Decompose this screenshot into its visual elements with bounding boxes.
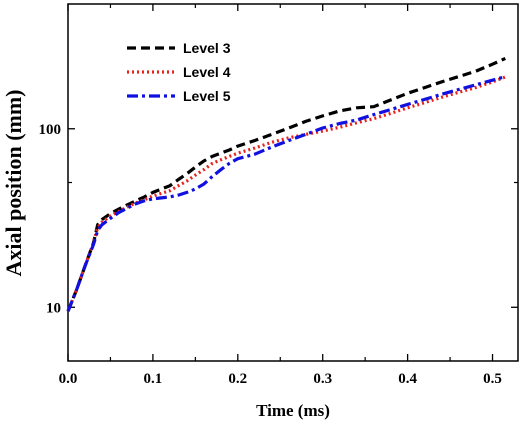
y-axis-title: Axial position (mm) <box>1 90 26 277</box>
x-tick-label: 0.5 <box>483 371 502 387</box>
x-tick-label: 0.4 <box>398 371 417 387</box>
plot-frame <box>67 3 519 362</box>
x-tick-label: 0.2 <box>228 371 247 387</box>
series-layer <box>66 56 506 312</box>
x-tick-label: 0.0 <box>59 371 78 387</box>
legend-label: Level 5 <box>183 88 231 104</box>
plot-border <box>67 3 519 362</box>
legend: Level 3 Level 4 Level 5 <box>127 40 231 104</box>
x-axis-title: Time (ms) <box>256 401 330 420</box>
x-tick-label: 0.1 <box>144 371 163 387</box>
legend-label: Level 3 <box>183 40 231 56</box>
y-tick-label: 10 <box>46 300 61 316</box>
legend-label: Level 4 <box>183 64 231 80</box>
y-axis: 10 100 <box>39 122 518 316</box>
x-tick-label: 0.3 <box>313 371 332 387</box>
series-line-level-5 <box>66 75 506 312</box>
series-line-level-4 <box>66 75 506 312</box>
x-axis: 0.0 0.1 0.2 0.3 0.4 0.5 <box>59 4 502 387</box>
y-tick-label: 100 <box>39 122 62 138</box>
series-line-level-3 <box>66 56 506 312</box>
